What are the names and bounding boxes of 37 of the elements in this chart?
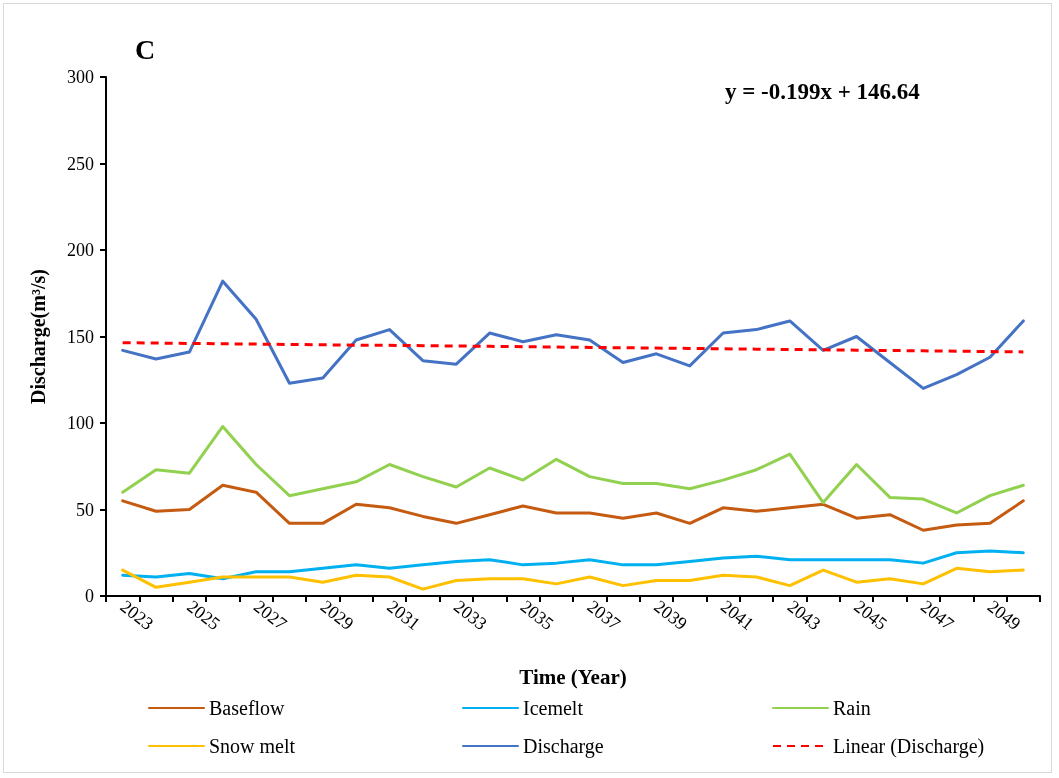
legend-label: Icemelt: [523, 697, 584, 719]
x-tick-label: 2027: [249, 596, 291, 635]
line-series: [121, 279, 1025, 390]
y-tick-label: 150: [67, 326, 94, 347]
x-axis-title: Time (Year): [519, 664, 627, 689]
y-tick-label: 300: [67, 67, 94, 87]
x-tick-label: 2033: [450, 596, 491, 635]
x-tick-label: 2037: [583, 596, 625, 635]
x-tick-label: 2043: [783, 596, 825, 635]
x-tick-label: 2029: [316, 596, 358, 635]
y-tick-label: 200: [67, 240, 94, 260]
annotation: y = -0.199x + 146.64: [725, 79, 921, 104]
y-tick-label: 250: [67, 153, 94, 174]
y-tick-label: 50: [76, 499, 94, 520]
line-series: [121, 424, 1025, 515]
x-tick-label: 2041: [716, 596, 758, 635]
x-tick-label: 2039: [650, 596, 691, 635]
chart-title: C: [135, 33, 156, 65]
y-axis-title: Discharge(m³/s): [27, 269, 50, 404]
x-tick-label: 2047: [917, 596, 958, 635]
legend-label: Snow melt: [209, 735, 296, 757]
x-tick-label: 2025: [183, 596, 224, 635]
legend-label: Rain: [833, 697, 871, 719]
x-tick-label: 2045: [850, 596, 892, 635]
legend-label: Discharge: [523, 735, 604, 758]
legend-label: Linear (Discharge): [833, 735, 985, 758]
line-series: [121, 341, 1025, 354]
x-tick-label: 2023: [116, 596, 158, 635]
x-tick-label: 2035: [516, 596, 558, 635]
legend-label: Baseflow: [209, 697, 286, 719]
x-tick-label: 2049: [983, 596, 1025, 635]
x-tick-label: 2031: [383, 596, 425, 635]
line-series: [121, 566, 1025, 591]
y-tick-label: 0: [85, 586, 94, 606]
line-series: [121, 483, 1025, 532]
y-tick-label: 100: [67, 413, 94, 433]
line-series: [121, 549, 1025, 581]
